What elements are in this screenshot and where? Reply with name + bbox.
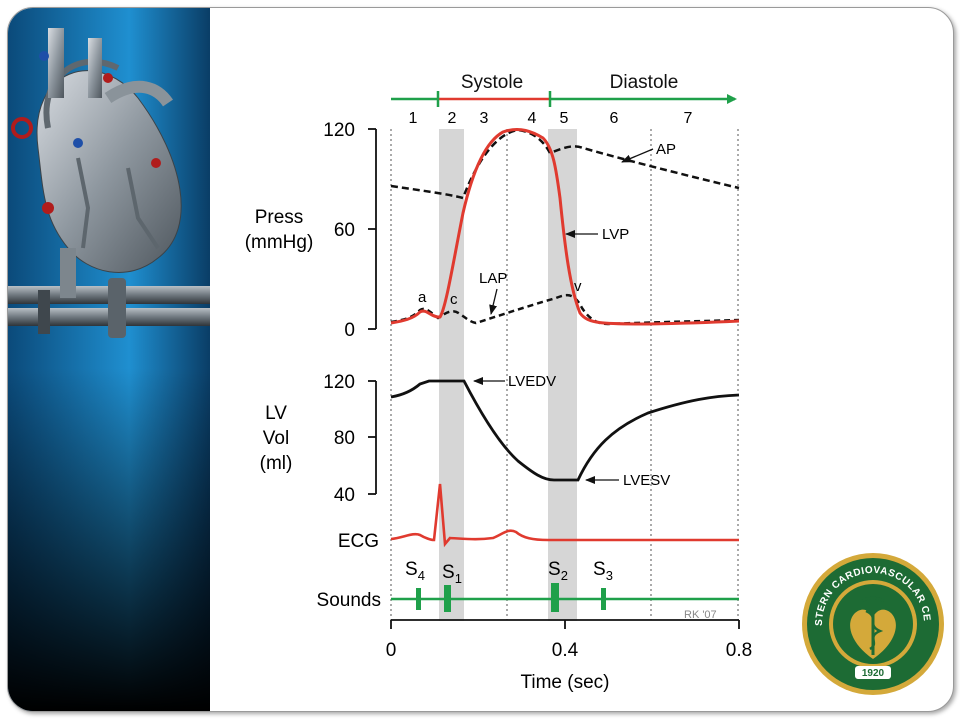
systole-label: Systole (461, 72, 523, 93)
sound-s4: S4 (405, 559, 425, 583)
volume-label-line3: (ml) (260, 453, 293, 474)
pressure-label-line1: Press (255, 207, 304, 228)
phase-number-2: 2 (448, 110, 457, 127)
slide: Systole Diastole 1 2 3 4 5 6 7 120 60 0 (7, 7, 954, 712)
sound-s1: S1 (442, 562, 462, 586)
time-axis-title: Time (sec) (520, 672, 609, 693)
phase-dividers (390, 129, 739, 620)
a-wave-label: a (418, 289, 427, 306)
s3-mark (601, 588, 606, 610)
volume-tick-80: 80 (334, 428, 355, 449)
pressure-tick-60: 60 (334, 220, 355, 241)
ecg-label: ECG (338, 531, 379, 552)
phase-number-3: 3 (480, 110, 489, 127)
author-signature: RK '07 (684, 609, 717, 621)
phase-number-5: 5 (560, 110, 569, 127)
sound-s3: S3 (593, 559, 613, 583)
volume-tick-120: 120 (323, 372, 355, 393)
left-ventricular-pressure-curve (390, 128, 740, 326)
seal-year: 1920 (862, 668, 885, 679)
lvedv-label: LVEDV (508, 373, 556, 390)
diastole-label: Diastole (610, 72, 679, 93)
volume-label-line1: LV (265, 403, 287, 424)
lap-label: LAP (479, 270, 507, 287)
pressure-tick-0: 0 (344, 320, 355, 341)
v-wave-label: v (574, 278, 582, 295)
aortic-pressure-curve (390, 128, 740, 200)
time-tick-0: 0 (386, 640, 397, 661)
volume-label-line2: Vol (263, 428, 289, 449)
sound-s2: S2 (548, 559, 568, 583)
pressure-label-line2: (mmHg) (245, 232, 314, 253)
s1-mark (444, 585, 451, 612)
lvp-label: LVP (602, 226, 629, 243)
stern-cardiovascular-center-seal: THE STERN CARDIOVASCULAR CENTER 1920 (800, 551, 944, 695)
s2-mark (551, 583, 559, 612)
heart-machinery-illustration (8, 8, 210, 711)
ecg-trace (390, 483, 739, 548)
s4-mark (416, 588, 421, 610)
phase-number-6: 6 (610, 110, 619, 127)
time-tick-0-4: 0.4 (552, 640, 579, 661)
phase-number-1: 1 (409, 110, 418, 127)
c-wave-label: c (450, 291, 458, 308)
ap-label: AP (656, 141, 676, 158)
phase-number-4: 4 (528, 110, 537, 127)
volume-tick-40: 40 (334, 485, 355, 506)
time-tick-0-8: 0.8 (726, 640, 752, 661)
pressure-tick-120: 120 (323, 120, 355, 141)
lv-volume-curve (390, 379, 740, 482)
cardiac-cycle-diagram: Systole Diastole 1 2 3 4 5 6 7 120 60 0 (245, 72, 753, 693)
sounds-label: Sounds (317, 590, 381, 611)
phase-number-7: 7 (684, 110, 693, 127)
lvesv-label: LVESV (623, 472, 670, 489)
isovolumic-contraction-band (439, 129, 464, 621)
